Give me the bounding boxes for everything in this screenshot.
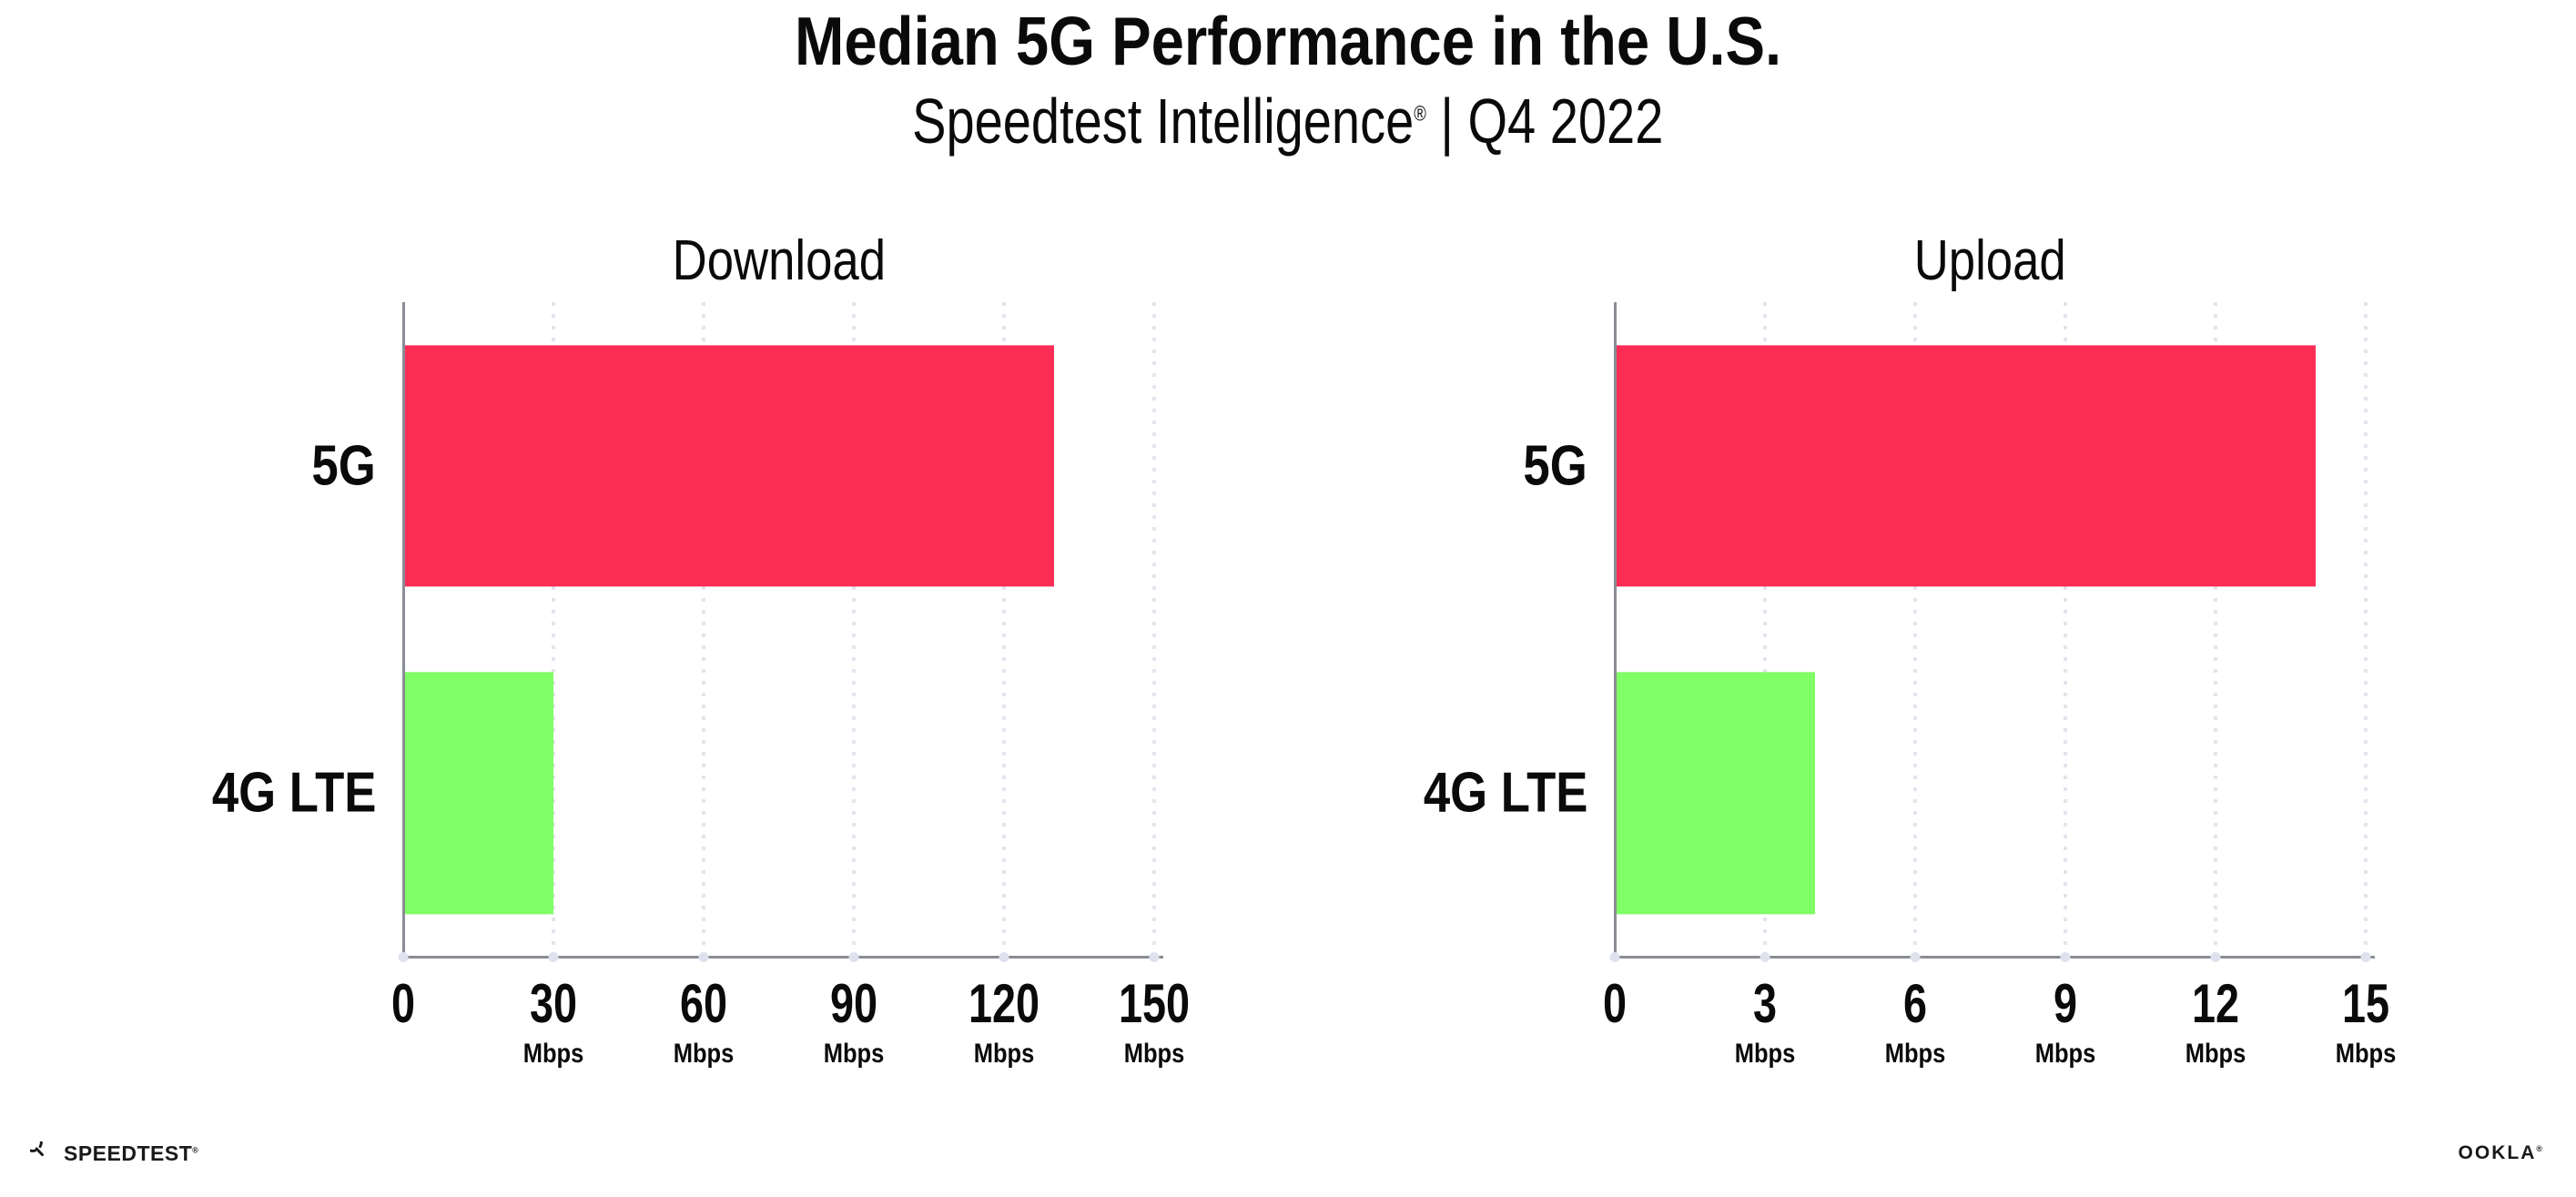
axis-tick-dot-12 (2210, 952, 2221, 962)
tick-value: 150 (1118, 973, 1191, 1034)
ookla-registered-mark: ® (2536, 1144, 2544, 1153)
speedtest-wordmark: SPEEDTEST® (64, 1141, 199, 1165)
tick-unit: Mbps (2034, 1039, 2096, 1069)
gridline-150 (1152, 302, 1156, 957)
download-category-label-4g-lte: 4G LTE (211, 761, 376, 825)
tick-value: 6 (1902, 973, 1928, 1034)
axis-tick-dot-0 (398, 952, 409, 962)
header: Median 5G Performance in the U.S. Speedt… (0, 0, 2576, 156)
upload-y-axis-line (1614, 302, 1617, 958)
tick-value: 0 (1602, 973, 1628, 1034)
upload-category-label-4g-lte: 4G LTE (1423, 761, 1587, 825)
download-y-axis-line (402, 302, 405, 958)
download-x-tick-90: 90 Mbps (818, 977, 889, 1068)
axis-tick-dot-0 (1609, 952, 1620, 962)
download-x-tick-labels: 0 30 Mbps 60 Mbps 90 Mbps 120 Mbps 150 Mbps (391, 977, 1190, 1095)
download-x-tick-150: 150 Mbps (1109, 977, 1200, 1068)
upload-category-label-5g: 5G (1523, 434, 1587, 498)
download-chart-title: Download (672, 229, 886, 292)
axis-tick-dot-9 (2060, 952, 2071, 962)
download-plot-area (398, 302, 1163, 962)
gridline-9 (2064, 302, 2067, 957)
gridline-3 (1763, 302, 1767, 957)
ookla-logo: OOKLA® (2459, 1142, 2544, 1164)
gridline-15 (2364, 302, 2368, 957)
axis-tick-dot-15 (2360, 952, 2371, 962)
download-x-tick-60: 60 Mbps (668, 977, 739, 1068)
download-y-labels: 5G 4G LTE (139, 302, 403, 957)
download-bar-5g (403, 345, 1054, 587)
upload-bar-5g (1615, 345, 2316, 587)
gridline-90 (852, 302, 856, 957)
page-subtitle-text: Speedtest Intelligence® | Q4 2022 (912, 86, 1664, 157)
tick-value: 30 (529, 973, 578, 1034)
tick-unit: Mbps (973, 1039, 1035, 1069)
upload-x-tick-0: 0 (1599, 977, 1629, 1031)
download-x-tick-0: 0 (388, 977, 418, 1031)
axis-tick-dot-90 (848, 952, 859, 962)
speedtest-registered-mark: ® (192, 1144, 199, 1154)
upload-x-tick-9: 9 Mbps (2030, 977, 2101, 1068)
tick-unit: Mbps (2185, 1039, 2246, 1069)
upload-x-tick-3: 3 Mbps (1729, 977, 1800, 1068)
gridline-6 (1913, 302, 1917, 957)
upload-bar-4g-lte (1615, 672, 1815, 914)
tick-value: 3 (1752, 973, 1778, 1034)
download-x-tick-30: 30 Mbps (518, 977, 589, 1068)
tick-value: 12 (2191, 973, 2240, 1034)
axis-tick-dot-150 (1149, 952, 1160, 962)
upload-x-tick-labels: 0 3 Mbps 6 Mbps 9 Mbps 12 Mbps 15 Mbps (1603, 977, 2396, 1095)
upload-chart-title: Upload (1913, 229, 2066, 292)
upload-plot-row: 5G 4G LTE (1351, 302, 2420, 962)
tick-value: 120 (968, 973, 1040, 1034)
tick-unit: Mbps (2335, 1039, 2397, 1069)
subtitle-period: | Q4 2022 (1426, 86, 1664, 157)
tick-value: 0 (390, 973, 416, 1034)
download-x-tick-120: 120 Mbps (958, 977, 1050, 1068)
download-plot-row: 5G 4G LTE (139, 302, 1209, 962)
tick-value: 90 (829, 973, 878, 1034)
download-x-axis-line (400, 956, 1163, 959)
ookla-wordmark: OOKLA (2458, 1142, 2537, 1163)
tick-unit: Mbps (1884, 1039, 1946, 1069)
download-category-label-5g: 5G (311, 434, 376, 498)
tick-unit: Mbps (673, 1039, 735, 1069)
axis-tick-dot-120 (999, 952, 1009, 962)
gridline-60 (702, 302, 705, 957)
subtitle-brand: Speedtest Intelligence (912, 86, 1415, 157)
tick-unit: Mbps (522, 1039, 584, 1069)
axis-tick-dot-60 (698, 952, 709, 962)
gridline-30 (552, 302, 555, 957)
download-bar-4g-lte (403, 672, 553, 914)
page-title-text: Median 5G Performance in the U.S. (794, 3, 1782, 79)
tick-unit: Mbps (823, 1039, 885, 1069)
axis-tick-dot-6 (1910, 952, 1921, 962)
page-title: Median 5G Performance in the U.S. (0, 0, 2576, 76)
speedtest-logo: SPEEDTEST® (30, 1141, 198, 1166)
tick-unit: Mbps (1123, 1039, 1185, 1069)
axis-tick-dot-3 (1760, 952, 1770, 962)
upload-plot-area (1609, 302, 2375, 962)
tick-value: 60 (679, 973, 728, 1034)
tick-value: 9 (2053, 973, 2078, 1034)
download-chart: Download 5G 4G LTE 0 30 Mbps 60 Mbps 90 Mbps 120… (139, 229, 1209, 1095)
tick-value: 15 (2341, 973, 2390, 1034)
upload-y-labels: 5G 4G LTE (1351, 302, 1615, 957)
upload-x-axis-line (1611, 956, 2375, 959)
gridline-12 (2214, 302, 2217, 957)
upload-x-tick-15: 15 Mbps (2330, 977, 2401, 1068)
footer: SPEEDTEST® OOKLA® (30, 1131, 2544, 1176)
page-subtitle: Speedtest Intelligence® | Q4 2022 (0, 76, 2576, 156)
gridline-120 (1002, 302, 1006, 957)
upload-chart: Upload 5G 4G LTE 0 3 Mbps 6 Mbps 9 Mbps 12 Mbps 15… (1351, 229, 2420, 1095)
speedtest-gauge-icon (30, 1141, 44, 1156)
upload-x-tick-6: 6 Mbps (1880, 977, 1951, 1068)
tick-unit: Mbps (1734, 1039, 1796, 1069)
upload-x-tick-12: 12 Mbps (2180, 977, 2251, 1068)
axis-tick-dot-30 (548, 952, 559, 962)
registered-mark: ® (1414, 101, 1427, 126)
